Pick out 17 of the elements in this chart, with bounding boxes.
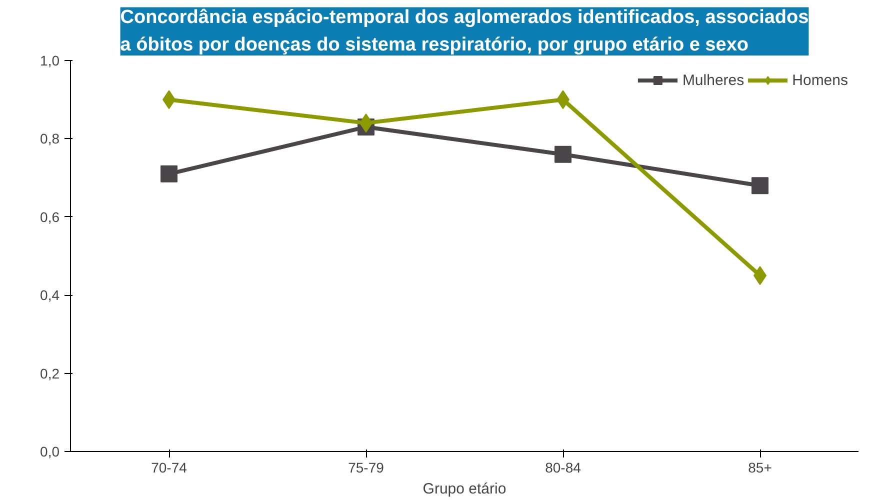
point: [554, 146, 572, 163]
x-tick-label: 80-84: [545, 460, 582, 476]
chart-title: Concordância espácio-temporal dos aglomerados identificados, associados a óbitos por doenças do sistema respiratório, por grupo etário e sexo: [120, 7, 809, 56]
y-tick-label: 0,6: [40, 208, 60, 225]
point: [752, 177, 768, 194]
y-tick-label: 1,0: [40, 52, 60, 68]
x-tick-label: 75-79: [348, 460, 384, 476]
y-tick-label: 0,8: [40, 130, 60, 147]
y-tick-label: 0,0: [40, 444, 60, 460]
y-tick-label: 0,2: [40, 365, 60, 382]
legend-label: Homens: [792, 72, 848, 88]
x-tick-label: 85+: [748, 460, 772, 476]
x-axis-title: Grupo etário: [422, 480, 506, 498]
point: [160, 165, 178, 182]
x-tick-label: 70-74: [151, 460, 188, 476]
legend-label: Mulheres: [682, 72, 744, 88]
y-tick-label: 0,4: [40, 287, 60, 304]
